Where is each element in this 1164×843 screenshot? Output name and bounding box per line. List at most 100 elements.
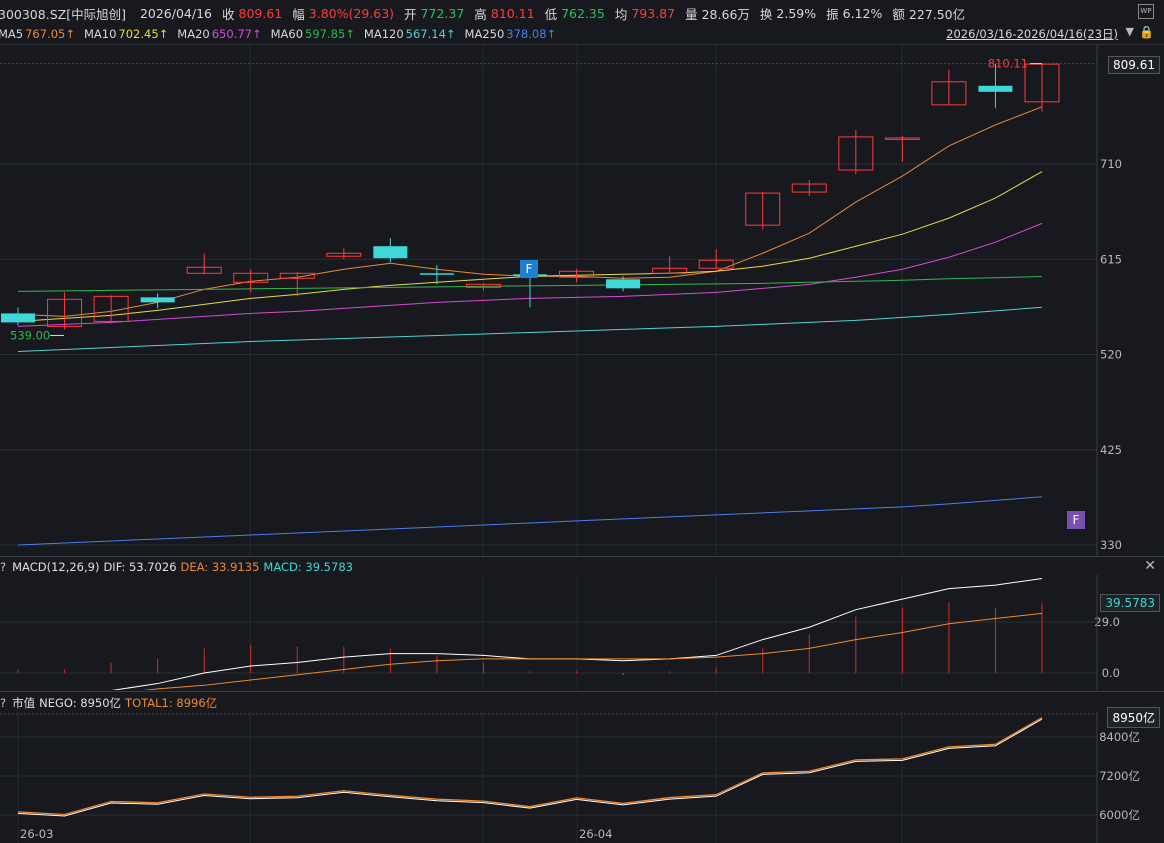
quote-date: 2026/04/16 <box>139 5 212 21</box>
y-tick-label: 7200亿 <box>1099 769 1140 783</box>
candle-body <box>465 283 501 288</box>
candle-body <box>233 272 269 283</box>
candle-body <box>279 272 315 279</box>
candle-body <box>47 298 83 327</box>
ma-label-ma5: MA5 <box>0 27 24 41</box>
x-axis-label: 26-03 <box>20 827 53 841</box>
close-value: 809.61 <box>238 5 283 21</box>
macd-chart[interactable]: 29.0 0.0 <box>0 575 1164 690</box>
amplitude-label: 振 <box>826 6 839 22</box>
candle-body <box>791 183 827 193</box>
candle-body <box>93 295 129 322</box>
y-tick-label: 0.0 <box>1102 666 1120 680</box>
turnover-label: 换 <box>759 6 773 22</box>
candle-body <box>186 266 222 274</box>
high-label: 高 <box>474 6 487 22</box>
candle-body <box>326 252 362 257</box>
date-range[interactable]: 2026/03/16-2026/04/16(23日) <box>946 27 1118 41</box>
macd-header: ? MACD(12,26,9) DIF: 53.7026 DEA: 33.913… <box>0 559 357 575</box>
y-tick-label: 8400亿 <box>1099 730 1140 744</box>
ma-label-ma60: MA60 <box>270 27 304 41</box>
ma-label-ma20: MA20 <box>177 27 210 41</box>
divider <box>0 556 1164 557</box>
ma-label-ma120: MA120 <box>363 27 404 41</box>
stock-code[interactable]: 300308.SZ[中际旭创] <box>0 6 126 22</box>
amount-label: 额 <box>892 6 905 22</box>
mktcap-last-tag: 8950亿 <box>1107 707 1160 728</box>
candle-body <box>1024 63 1060 103</box>
close-icon[interactable]: ✕ <box>1144 558 1156 574</box>
vol-label: 量 <box>685 6 698 22</box>
candle-body <box>838 136 874 171</box>
candle-body <box>978 85 1013 92</box>
ma-value-ma120: 567.14↑ <box>405 27 456 41</box>
y-tick-label: 6000亿 <box>1099 808 1140 822</box>
avg-value: 793.87 <box>631 5 676 21</box>
amount-value: 227.50亿 <box>908 6 966 22</box>
ma-value-ma60: 597.85↑ <box>305 27 355 41</box>
total-line <box>17 717 1043 816</box>
help-icon[interactable]: ? <box>0 696 7 710</box>
nego-value: NEGO: 8950亿 <box>39 696 122 710</box>
f-marker-icon-2[interactable]: F <box>1067 511 1085 529</box>
low-value: 762.35 <box>561 5 605 21</box>
high-mark-label: 810.11 <box>988 57 1028 71</box>
ma250-line <box>17 496 1043 546</box>
ma-bar: MA5 767.05↑ MA10 702.45↑ MA20 650.77↑ MA60 597.… <box>0 26 565 42</box>
divider <box>0 44 1164 45</box>
ma-label-ma10: MA10 <box>83 27 117 41</box>
help-icon[interactable]: ? <box>0 560 7 574</box>
low-label: 低 <box>544 6 558 22</box>
vol-value: 28.66万 <box>701 6 750 22</box>
ma-label-ma250: MA250 <box>464 27 505 41</box>
open-value: 772.37 <box>420 5 465 21</box>
y-tick-label: 520 <box>1100 348 1122 362</box>
x-axis-label: 26-04 <box>579 827 612 841</box>
macd-title[interactable]: MACD(12,26,9) <box>12 560 100 574</box>
f-marker-icon[interactable]: F <box>520 260 538 278</box>
dif-value: DIF: 53.7026 <box>103 560 177 574</box>
open-label: 开 <box>404 6 417 22</box>
mktcap-chart[interactable]: 8400亿 7200亿 6000亿 26-03 26-04 <box>0 712 1164 843</box>
dea-value: DEA: 33.9135 <box>180 560 260 574</box>
y-tick-label: 710 <box>1100 157 1122 171</box>
y-tick-label: 425 <box>1100 443 1122 457</box>
candle-body <box>884 137 920 140</box>
y-tick-label: 615 <box>1100 252 1122 266</box>
candle-body <box>745 192 781 226</box>
total-value: TOTAL1: 8996亿 <box>125 696 218 710</box>
divider <box>0 691 1164 692</box>
candle-body <box>652 267 688 274</box>
lock-icon[interactable]: 🔒 <box>1139 25 1154 39</box>
avg-label: 均 <box>614 6 628 22</box>
close-label: 收 <box>222 6 235 22</box>
chevron-down-icon[interactable]: ▼ <box>1125 25 1134 38</box>
change-label: 幅 <box>292 6 305 22</box>
candle-body <box>559 270 595 278</box>
candle-body <box>140 297 175 303</box>
turnover-value: 2.59% <box>776 5 817 21</box>
low-mark-label: 539.00 <box>10 328 50 342</box>
last-price-tag: 809.61 <box>1108 56 1160 74</box>
macd-last-tag: 39.5783 <box>1100 594 1160 612</box>
mktcap-title[interactable]: 市值 <box>12 696 36 710</box>
dea-line <box>142 612 1043 690</box>
nego-line <box>17 718 1043 817</box>
high-value: 810.11 <box>490 5 535 21</box>
y-tick-label: 29.0 <box>1094 615 1120 629</box>
candlestick-chart[interactable]: 710 615 520 425 330 810.11 539.00 <box>0 45 1164 557</box>
mktcap-header: ? 市值 NEGO: 8950亿 TOTAL1: 8996亿 <box>0 695 221 711</box>
quote-header: 300308.SZ[中际旭创] 2026/04/16 收 809.61 幅 3.… <box>0 4 969 22</box>
ma-value-ma250: 378.08↑ <box>506 27 557 41</box>
ma120-line <box>17 306 1043 352</box>
ma-value-ma5: 767.05↑ <box>25 27 75 41</box>
macd-value: MACD: 39.5783 <box>263 560 353 574</box>
wp-icon[interactable]: WP <box>1138 4 1154 19</box>
ma-value-ma10: 702.45↑ <box>118 27 169 41</box>
change-value: 3.80%(29.63) <box>308 5 395 21</box>
y-tick-label: 330 <box>1100 538 1122 552</box>
candle-body <box>698 259 734 269</box>
candle-body <box>373 246 408 259</box>
amplitude-value: 6.12% <box>842 5 883 21</box>
candle-body <box>931 81 967 106</box>
